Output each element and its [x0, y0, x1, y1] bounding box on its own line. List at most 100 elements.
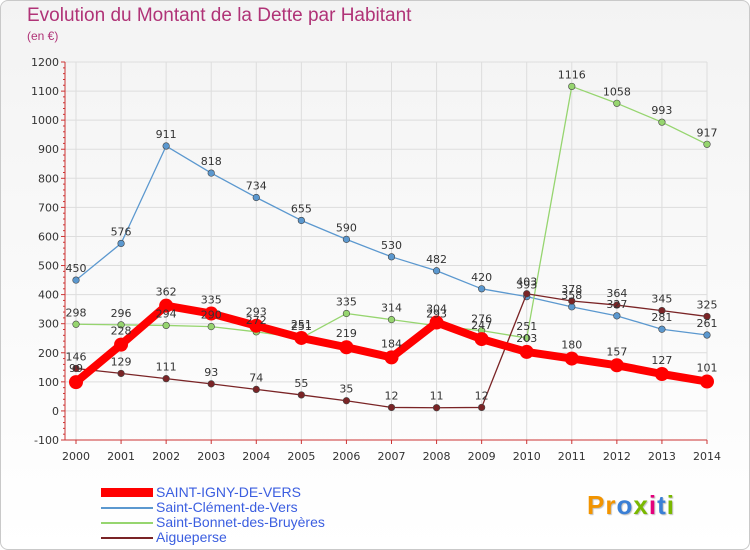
- proxiti-logo: Proxiti: [587, 490, 675, 521]
- point-aigueperse: [703, 312, 711, 321]
- x-tick-label: 2009: [468, 450, 496, 463]
- data-label-saint-clement-de-vers: 655: [291, 202, 312, 215]
- data-label-saint-clement-de-vers: 420: [471, 271, 492, 284]
- point-saint-igny-de-vers: [69, 375, 83, 390]
- logo-letter: r: [605, 490, 617, 520]
- y-tick-label: 0: [52, 405, 59, 418]
- data-label-saint-clement-de-vers: 590: [336, 221, 357, 234]
- point-saint-igny-de-vers: [249, 318, 264, 333]
- data-label-saint-bonnet-des-bruyeres: 272: [246, 314, 267, 327]
- point-saint-bonnet-des-bruyeres: [72, 320, 80, 328]
- point-saint-clement-de-vers: [117, 239, 125, 248]
- point-saint-bonnet-des-bruyeres: [568, 82, 576, 91]
- data-label-saint-clement-de-vers: 450: [66, 262, 87, 275]
- point-saint-igny-de-vers: [700, 374, 714, 389]
- data-label-saint-igny-de-vers: 99: [69, 362, 83, 375]
- point-saint-clement-de-vers: [207, 169, 215, 177]
- y-tick-label: 800: [38, 172, 59, 185]
- y-tick-label: 1100: [31, 85, 59, 98]
- point-saint-bonnet-des-bruyeres: [523, 334, 531, 342]
- data-label-saint-igny-de-vers: 180: [561, 339, 582, 352]
- point-saint-igny-de-vers: [159, 298, 174, 313]
- point-saint-bonnet-des-bruyeres: [703, 140, 711, 148]
- data-label-saint-bonnet-des-bruyeres: 296: [111, 307, 132, 320]
- point-saint-igny-de-vers: [654, 366, 669, 381]
- point-aigueperse: [478, 403, 486, 412]
- legend-label-saint-bonnet-des-bruyeres: Saint-Bonnet-des-Bruyères: [156, 514, 325, 530]
- legend-swatch-saint-bonnet-des-bruyeres: [101, 522, 153, 524]
- data-label-saint-clement-de-vers: 482: [426, 253, 447, 266]
- point-aigueperse: [162, 375, 170, 383]
- point-aigueperse: [613, 301, 621, 309]
- data-label-aigueperse: 93: [204, 366, 218, 379]
- point-saint-igny-de-vers: [429, 315, 444, 330]
- data-label-saint-bonnet-des-bruyeres: 1116: [558, 68, 586, 81]
- logo-letter: P: [587, 490, 606, 520]
- x-tick-label: 2000: [62, 450, 90, 463]
- y-tick-label: 100: [38, 376, 59, 389]
- data-label-saint-bonnet-des-bruyeres: 276: [471, 313, 492, 326]
- legend-label-saint-clement-de-vers: Saint-Clément-de-Vers: [156, 499, 298, 515]
- chart-subtitle: (en €): [27, 29, 59, 43]
- data-label-aigueperse: 35: [339, 383, 353, 396]
- data-label-saint-bonnet-des-bruyeres: 335: [336, 296, 357, 309]
- data-label-saint-bonnet-des-bruyeres: 251: [291, 320, 312, 333]
- y-tick-label: 200: [38, 347, 59, 360]
- data-label-aigueperse: 403: [516, 276, 537, 289]
- logo-letter: i: [648, 490, 658, 520]
- point-saint-clement-de-vers: [297, 216, 305, 225]
- point-saint-igny-de-vers: [474, 332, 489, 347]
- data-label-saint-igny-de-vers: 247: [471, 319, 492, 332]
- logo-letter: x: [633, 490, 649, 520]
- point-aigueperse: [297, 391, 305, 399]
- x-tick-label: 2001: [107, 450, 135, 463]
- axes: -100 0 100 200 300 400 500 600 700 800 900 1000 1100…: [31, 56, 721, 463]
- x-tick-label: 2002: [152, 450, 180, 463]
- y-tick-label: 1000: [31, 114, 59, 127]
- point-saint-bonnet-des-bruyeres: [117, 321, 125, 329]
- y-tick-label: 600: [38, 230, 59, 243]
- point-aigueperse: [72, 364, 80, 373]
- data-label-saint-clement-de-vers: 530: [381, 239, 402, 252]
- data-label-saint-bonnet-des-bruyeres: 293: [426, 308, 447, 321]
- data-label-saint-clement-de-vers: 281: [651, 311, 672, 324]
- data-label-saint-igny-de-vers: 127: [651, 354, 672, 367]
- data-label-saint-igny-de-vers: 219: [336, 327, 357, 340]
- y-tick-label: 700: [38, 201, 59, 214]
- x-tick-label: 2014: [693, 450, 721, 463]
- x-tick-label: 2011: [558, 450, 586, 463]
- point-saint-clement-de-vers: [613, 312, 621, 320]
- data-label-aigueperse: 325: [697, 298, 718, 311]
- logo-letter: i: [666, 490, 675, 520]
- data-label-saint-bonnet-des-bruyeres: 290: [201, 309, 222, 322]
- data-label-aigueperse: 55: [294, 377, 308, 390]
- data-label-saint-clement-de-vers: 261: [697, 317, 718, 330]
- point-saint-clement-de-vers: [658, 325, 666, 333]
- data-label-saint-igny-de-vers: 101: [697, 362, 718, 375]
- y-tick-label: 1200: [31, 56, 59, 69]
- point-saint-clement-de-vers: [478, 285, 486, 293]
- point-aigueperse: [387, 403, 396, 412]
- point-saint-bonnet-des-bruyeres: [162, 321, 170, 330]
- point-saint-igny-de-vers: [384, 350, 399, 365]
- point-saint-igny-de-vers: [204, 306, 219, 321]
- point-saint-igny-de-vers: [519, 344, 534, 359]
- data-label-saint-igny-de-vers: 293: [246, 306, 267, 319]
- data-label-saint-igny-de-vers: 184: [381, 337, 402, 350]
- data-label-saint-igny-de-vers: 335: [201, 294, 222, 307]
- data-label-aigueperse: 11: [430, 390, 444, 403]
- point-saint-clement-de-vers: [162, 142, 170, 150]
- point-saint-clement-de-vers: [703, 331, 711, 339]
- x-tick-label: 2006: [332, 450, 360, 463]
- data-label-saint-clement-de-vers: 576: [111, 225, 132, 238]
- data-label-saint-clement-de-vers: 818: [201, 155, 222, 168]
- data-label-saint-bonnet-des-bruyeres: 314: [381, 302, 402, 315]
- data-label-saint-bonnet-des-bruyeres: 298: [66, 306, 87, 319]
- x-tick-label: 2010: [513, 450, 541, 463]
- data-label-aigueperse: 74: [249, 371, 263, 384]
- point-saint-igny-de-vers: [114, 337, 129, 352]
- x-tick-label: 2007: [378, 450, 406, 463]
- point-aigueperse: [342, 397, 351, 405]
- y-tick-label: 500: [38, 260, 59, 273]
- point-saint-clement-de-vers: [252, 193, 260, 202]
